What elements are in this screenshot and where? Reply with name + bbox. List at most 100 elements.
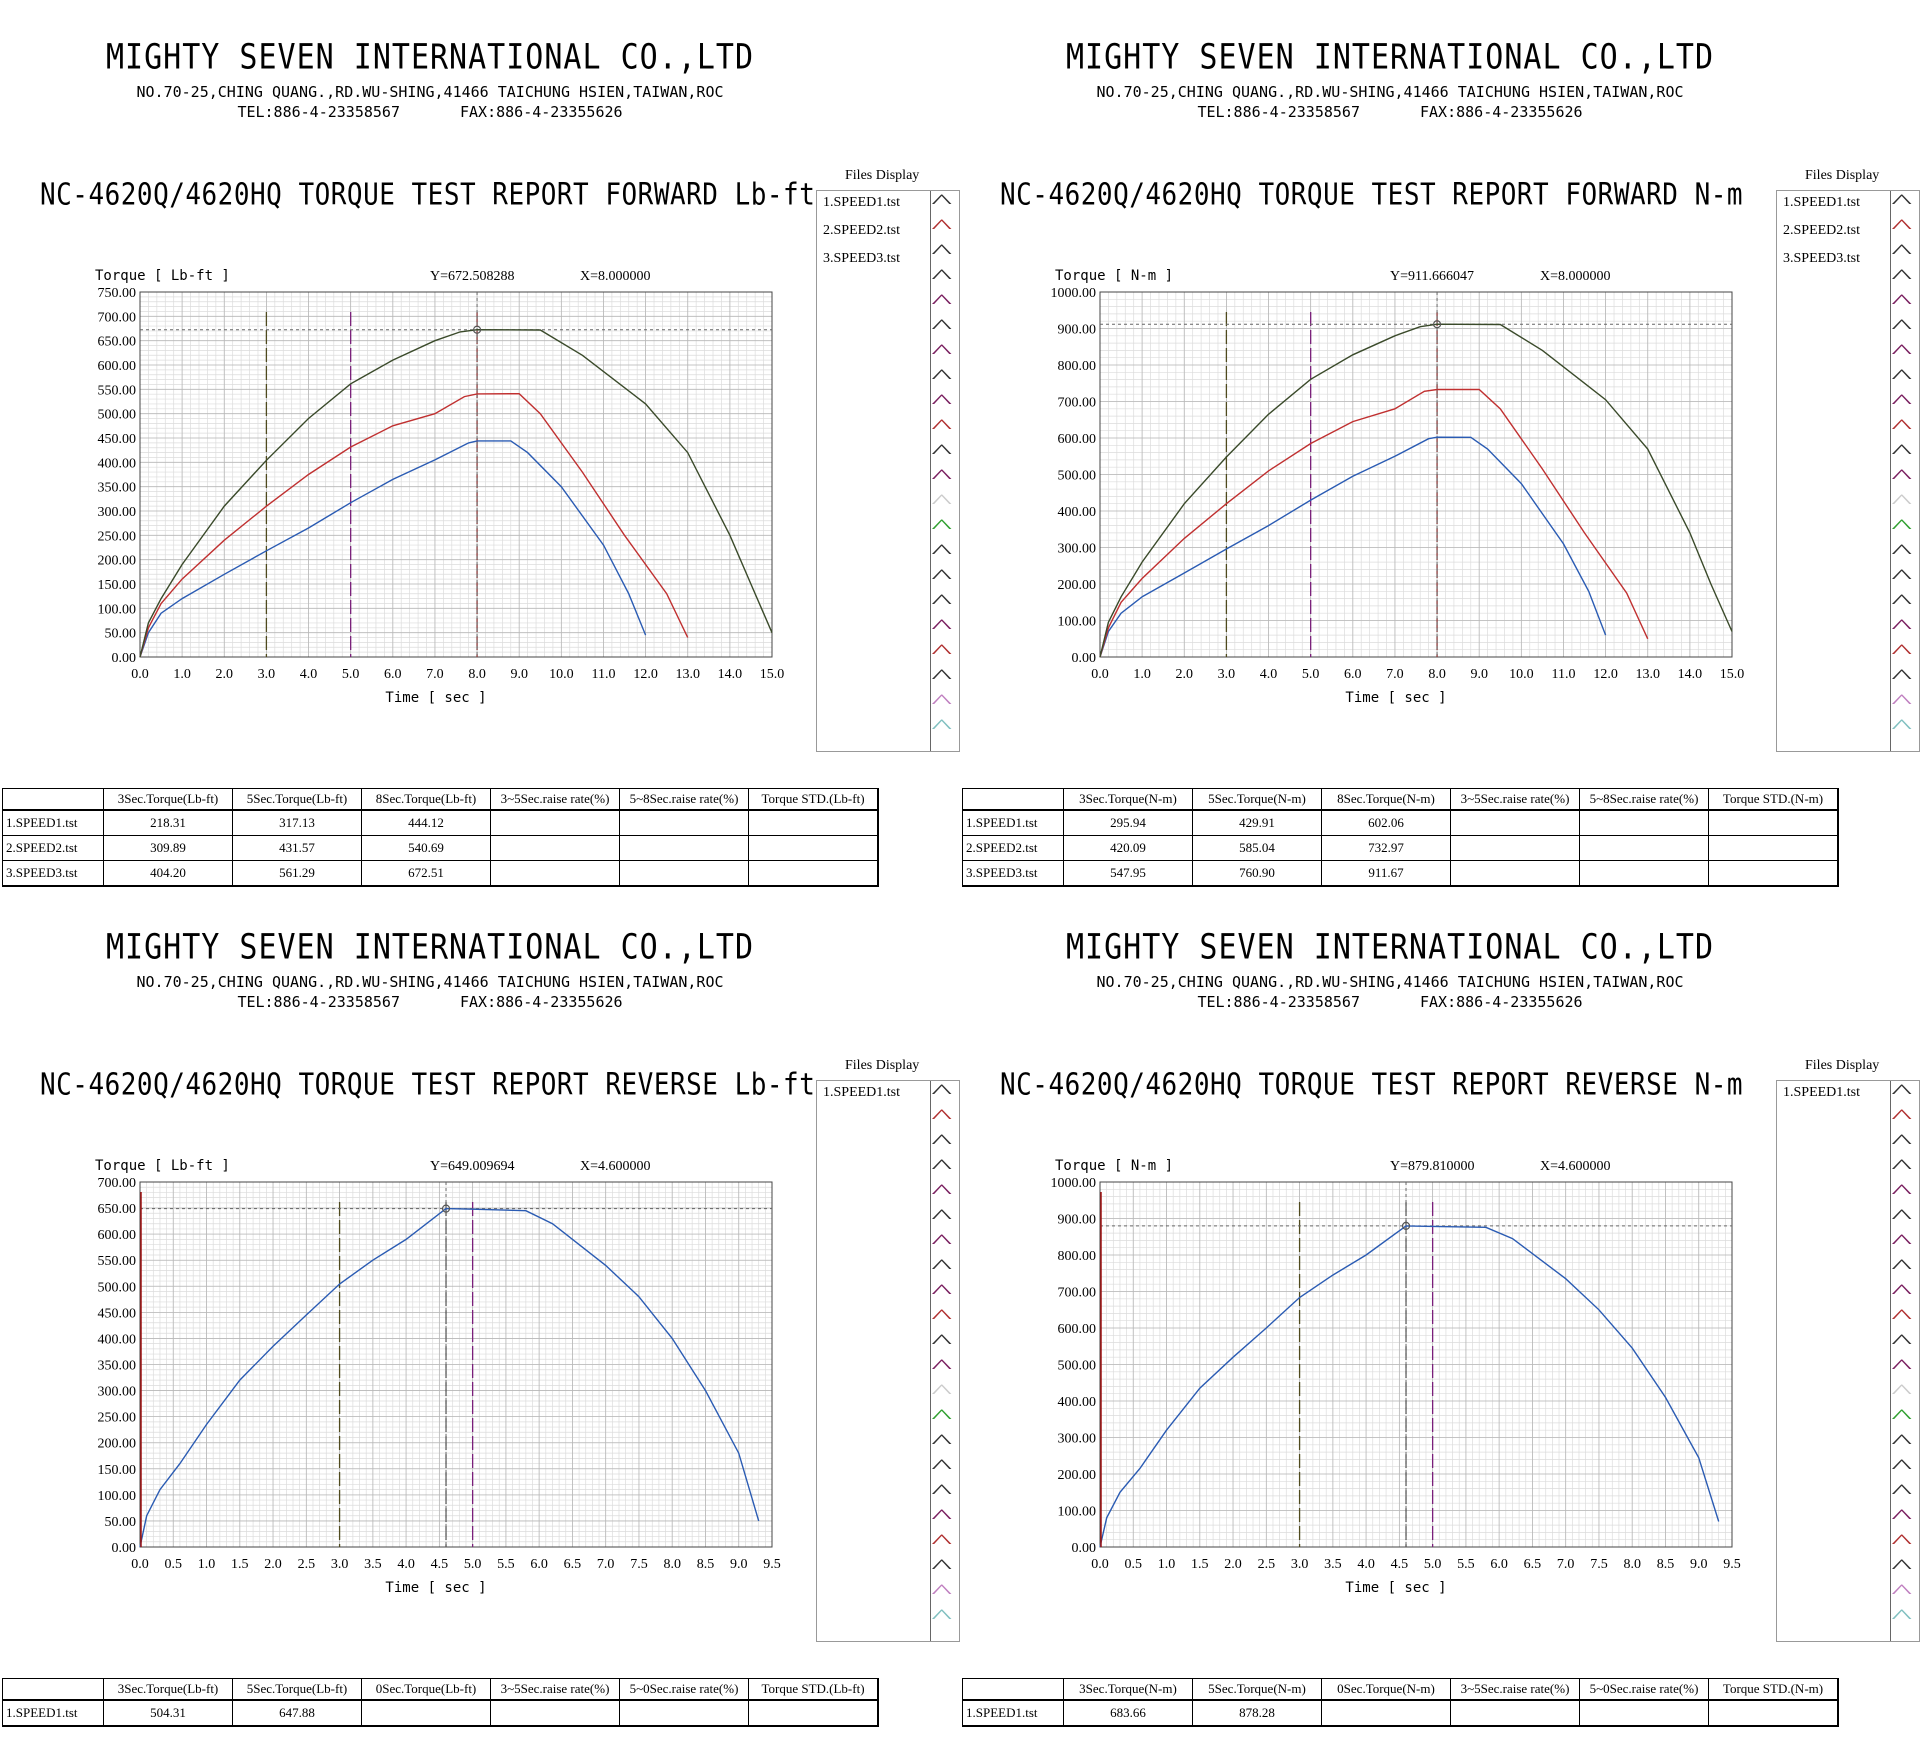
x-tick-label: 9.5: [763, 1557, 781, 1572]
table-header-cell: 5Sec.Torque(N-m): [1192, 788, 1322, 811]
y-tick-label: 700.00: [1058, 1286, 1097, 1301]
x-tick-label: 8.5: [697, 1557, 715, 1572]
x-tick-label: 12.0: [633, 667, 658, 682]
y-tick-label: 0.00: [1072, 651, 1097, 666]
files-display-label: Files Display: [845, 168, 920, 183]
x-tick-label: 3.0: [1218, 667, 1236, 682]
x-tick-label: 7.5: [630, 1557, 648, 1572]
table-cell: [1450, 860, 1580, 887]
x-tick-label: 9.0: [730, 1557, 748, 1572]
y-tick-label: 400.00: [98, 1332, 137, 1347]
x-tick-label: 1.0: [173, 667, 191, 682]
table-cell: [619, 1699, 749, 1727]
file-item[interactable]: 3.SPEED3.tst: [1783, 251, 1861, 266]
y-tick-label: 900.00: [1058, 1213, 1097, 1228]
legend-chevron-icon: ^: [931, 666, 953, 688]
y-tick-label: 500.00: [98, 408, 137, 423]
company-tel: TEL:886-4-23358567: [1197, 993, 1360, 1011]
legend-chevron-icon: ^: [1891, 541, 1913, 563]
y-axis-label: Torque [ Lb-ft ]: [95, 268, 230, 284]
torque-chart: 0.00 50.00 100.00 150.00 200.00 250.00 300.00 3…: [95, 268, 784, 706]
legend-chevron-icon: ^: [931, 1181, 953, 1203]
y-tick-label: 400.00: [98, 456, 137, 471]
company-address: NO.70-25,CHING QUANG.,RD.WU-SHING,41466 …: [136, 83, 724, 101]
legend-chevron-icon: ^: [1891, 1431, 1913, 1453]
x-tick-label: 1.5: [231, 1557, 249, 1572]
legend-chevron-icon: ^: [1891, 191, 1913, 213]
legend-chevron-icon: ^: [1891, 366, 1913, 388]
file-item[interactable]: 1.SPEED1.tst: [1783, 195, 1861, 210]
legend-chevron-icon: ^: [1891, 1506, 1913, 1528]
x-tick-label: 4.5: [1391, 1557, 1409, 1572]
legend-chevron-icon: ^: [1891, 441, 1913, 463]
y-tick-label: 150.00: [98, 578, 137, 593]
x-axis-label: Time [ sec ]: [385, 1580, 486, 1596]
y-tick-label: 650.00: [98, 1202, 137, 1217]
x-tick-label: 6.0: [384, 667, 402, 682]
y-tick-label: 700.00: [98, 1176, 137, 1191]
legend-chevron-icon: ^: [931, 1281, 953, 1303]
table-cell: 431.57: [232, 835, 362, 861]
torque-summary-table: 3Sec.Torque(Lb-ft) 5Sec.Torque(Lb-ft) 0Sec…: [2, 1678, 879, 1727]
table-cell: [1579, 835, 1709, 861]
y-tick-label: 700.00: [98, 310, 137, 325]
y-tick-label: 500.00: [98, 1280, 137, 1295]
table-cell: [1579, 860, 1709, 887]
legend-chevron-icon: ^: [931, 366, 953, 388]
table-row: 1.SPEED1.tst 218.31 317.13 444.12: [2, 809, 879, 836]
files-display-list[interactable]: ^ ^ ^ ^ ^ ^ ^ ^ ^ ^ ^ ^ ^ ^ ^ ^ ^ ^ ^ ^ ^ ^ 1.SPEED1.tst: [816, 1080, 960, 1642]
report-title: NC-4620Q/4620HQ TORQUE TEST REPORT REVER…: [40, 1068, 816, 1103]
table-cell: 878.28: [1192, 1699, 1322, 1727]
x-tick-label: 7.0: [426, 667, 444, 682]
table-cell: 647.88: [232, 1699, 362, 1727]
legend-chevron-icon: ^: [931, 1556, 953, 1578]
y-axis-label: Torque [ Lb-ft ]: [95, 1158, 230, 1174]
files-display-list[interactable]: ^ ^ ^ ^ ^ ^ ^ ^ ^ ^ ^ ^ ^ ^ ^ ^ ^ ^ ^ ^ ^ ^ 1.SPEED1.tst 2.SPE…: [1776, 190, 1920, 752]
y-tick-label: 250.00: [98, 1411, 137, 1426]
x-tick-label: 9.0: [1690, 1557, 1708, 1572]
y-tick-label: 750.00: [98, 286, 137, 301]
table-row: 2.SPEED2.tst 420.09 585.04 732.97: [962, 835, 1839, 861]
table-header-cell: Torque STD.(N-m): [1708, 788, 1839, 811]
x-tick-label: 5.0: [464, 1557, 482, 1572]
file-item[interactable]: 1.SPEED1.tst: [1783, 1085, 1861, 1100]
files-display-label: Files Display: [845, 1058, 920, 1073]
legend-chevron-icon: ^: [931, 716, 953, 738]
legend-chevron-icon: ^: [1891, 491, 1913, 513]
x-tick-label: 5.5: [1457, 1557, 1475, 1572]
x-tick-label: 1.5: [1191, 1557, 1209, 1572]
report-title: NC-4620Q/4620HQ TORQUE TEST REPORT FORWA…: [1000, 178, 1744, 213]
table-row-label: 1.SPEED1.tst: [2, 809, 104, 836]
x-tick-label: 2.0: [216, 667, 234, 682]
table-row: 3.SPEED3.tst 547.95 760.90 911.67: [962, 860, 1839, 887]
y-tick-label: 200.00: [98, 1437, 137, 1452]
table-corner-cell: [962, 1678, 1064, 1701]
table-cell: [1321, 1699, 1451, 1727]
x-tick-label: 14.0: [718, 667, 743, 682]
legend-chevron-icon: ^: [931, 466, 953, 488]
y-tick-label: 300.00: [1058, 542, 1097, 557]
y-tick-label: 50.00: [105, 1515, 137, 1530]
plot-frame: [1099, 291, 1733, 658]
x-tick-label: 2.0: [1224, 1557, 1242, 1572]
file-item[interactable]: 3.SPEED3.tst: [823, 251, 901, 266]
company-contact: TEL:886-4-23358567 FAX:886-4-23355626: [0, 993, 860, 1011]
x-tick-label: 9.0: [510, 667, 528, 682]
file-item[interactable]: 2.SPEED2.tst: [823, 223, 901, 238]
files-display-list[interactable]: ^ ^ ^ ^ ^ ^ ^ ^ ^ ^ ^ ^ ^ ^ ^ ^ ^ ^ ^ ^ ^ ^ 1.SPEED1.tst: [1776, 1080, 1920, 1642]
file-item[interactable]: 1.SPEED1.tst: [823, 195, 901, 210]
file-item[interactable]: 2.SPEED2.tst: [1783, 223, 1861, 238]
legend-chevron-icon: ^: [1891, 1406, 1913, 1428]
x-tick-label: 0.5: [165, 1557, 183, 1572]
cursor-y-readout: Y=911.666047: [1390, 269, 1474, 284]
table-cell: 732.97: [1321, 835, 1451, 861]
legend-chevron-icon: ^: [1891, 691, 1913, 713]
table-cell: [1579, 809, 1709, 836]
legend-chevron-icon: ^: [1891, 1381, 1913, 1403]
table-cell: [619, 835, 749, 861]
files-display-list[interactable]: ^ ^ ^ ^ ^ ^ ^ ^ ^ ^ ^ ^ ^ ^ ^ ^ ^ ^ ^ ^ ^ ^ 1.SPEED1.tst 2.SPE…: [816, 190, 960, 752]
legend-chevron-icon: ^: [931, 1431, 953, 1453]
table-corner-cell: [2, 788, 104, 811]
table-row: 1.SPEED1.tst 295.94 429.91 602.06: [962, 809, 1839, 836]
file-item[interactable]: 1.SPEED1.tst: [823, 1085, 901, 1100]
